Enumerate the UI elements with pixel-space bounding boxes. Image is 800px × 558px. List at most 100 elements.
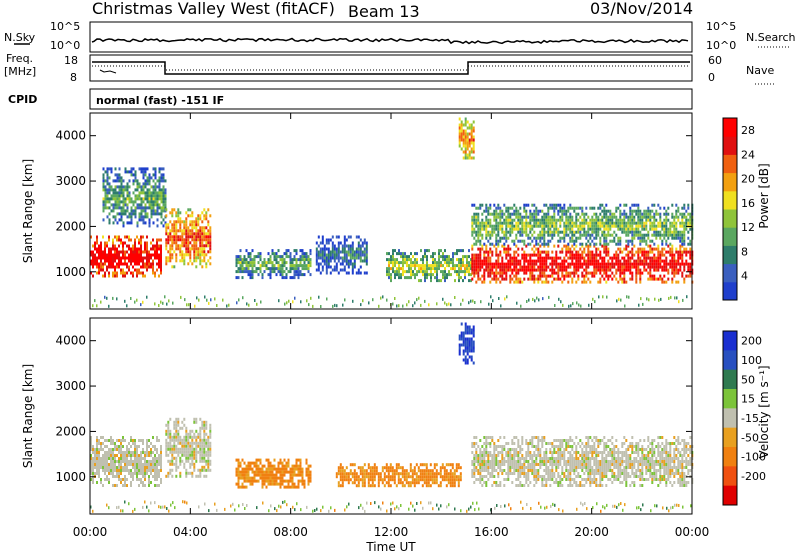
echo-cell-0: [134, 268, 136, 272]
echo-cell-1: [142, 176, 145, 180]
echo-cell-7: [647, 277, 650, 281]
echo-cell-0: [102, 253, 104, 257]
echo-cell-8: [557, 209, 560, 213]
echo-cell-8: [509, 215, 512, 219]
echo-cell-8: [573, 221, 576, 225]
echo-cell-2: [247, 467, 250, 471]
echo-cell-1: [142, 197, 145, 201]
echo-cell-2: [235, 473, 238, 477]
echo-cell-3: [343, 469, 346, 473]
echo-cell-7: [497, 265, 500, 269]
echo-cell-1: [132, 203, 135, 207]
echo-cell-0: [100, 463, 102, 466]
echo-cell-8: [661, 221, 664, 225]
echo-cell-1: [116, 185, 119, 189]
echo-cell-4: [335, 247, 338, 251]
echo-cell-7: [607, 268, 610, 272]
echo-cell-4: [323, 244, 326, 248]
echo-cell-5: [458, 270, 460, 274]
echo-cell-7: [553, 271, 556, 275]
echo-cell-0: [144, 241, 146, 245]
echo-cell-7: [477, 274, 480, 278]
echo-cell-8: [677, 230, 680, 234]
echo-cell-3: [383, 475, 386, 479]
echo-cell-5: [432, 255, 434, 259]
echo-cell-2: [251, 470, 254, 474]
echo-cell-7: [577, 268, 580, 272]
echo-cell-7: [571, 253, 574, 257]
echo-cell-7: [623, 274, 626, 278]
echo-cell-0: [148, 451, 150, 454]
echo-cell-2: [249, 467, 252, 471]
ground-scatter-cell: [500, 304, 502, 308]
echo-cell-3: [237, 258, 240, 262]
echo-cell-5: [460, 258, 462, 262]
echo-cell-8: [481, 218, 484, 222]
echo-cell-0: [154, 247, 156, 251]
echo-cell-1: [199, 432, 202, 436]
echo-cell-8: [633, 203, 636, 207]
echo-cell-2: [167, 241, 170, 245]
echo-cell-2: [307, 470, 310, 474]
echo-cell-8: [553, 206, 556, 210]
echo-cell-0: [156, 268, 158, 272]
echo-cell-0: [122, 247, 124, 251]
echo-cell-2: [193, 220, 196, 224]
echo-cell-1: [164, 221, 167, 225]
echo-cell-6: [472, 150, 475, 154]
echo-cell-3: [281, 255, 284, 259]
echo-cell-2: [187, 244, 190, 248]
echo-cell-5: [456, 249, 458, 253]
echo-cell-1: [140, 200, 143, 204]
echo-cell-8: [653, 215, 656, 219]
echo-cell-1: [148, 200, 151, 204]
echo-cell-7: [631, 253, 634, 257]
echo-cell-7: [675, 250, 678, 254]
echo-cell-5: [422, 261, 424, 265]
echo-cell-0: [146, 439, 148, 442]
echo-cell-4: [319, 256, 322, 260]
echo-cell-8: [683, 236, 686, 240]
echo-cell-2: [199, 226, 202, 230]
echo-cell-8: [543, 212, 546, 216]
echo-cell-7: [647, 244, 650, 248]
echo-cell-3: [301, 255, 304, 259]
echo-cell-8: [689, 227, 692, 231]
echo-cell-1: [183, 435, 186, 439]
echo-cell-1: [175, 459, 178, 463]
echo-cell-1: [195, 417, 198, 421]
echo-cell-1: [136, 188, 139, 192]
echo-cell-0: [160, 262, 162, 266]
echo-cell-2: [247, 470, 250, 474]
echo-cell-8: [481, 224, 484, 228]
echo-cell-2: [189, 235, 192, 239]
echo-cell-2: [189, 208, 192, 212]
echo-cell-8: [481, 212, 484, 216]
freq-tick-top: 18: [64, 54, 78, 67]
echo-cell-8: [531, 215, 534, 219]
echo-cell-7: [485, 250, 488, 254]
echo-cell-7: [629, 262, 632, 266]
echo-cell-1: [167, 423, 170, 427]
echo-cell-5: [430, 267, 432, 271]
echo-cell-8: [523, 239, 526, 243]
echo-cell-2: [263, 470, 266, 474]
echo-cell-0: [96, 241, 98, 245]
echo-cell-8: [569, 218, 572, 222]
echo-cell-3: [241, 270, 244, 274]
echo-cell-1: [134, 209, 137, 213]
echo-cell-1: [150, 176, 153, 180]
echo-cell-7: [523, 271, 526, 275]
echo-cell-0: [152, 238, 154, 242]
ground-scatter-cell: [616, 299, 618, 303]
echo-cell-3: [245, 261, 248, 265]
echo-cell-2: [199, 214, 202, 218]
echo-cell-2: [187, 262, 190, 266]
echo-cell-0: [130, 454, 132, 457]
echo-cell-5: [440, 270, 442, 274]
echo-cell-1: [165, 441, 168, 445]
echo-cell-7: [545, 280, 548, 284]
echo-cell-5: [408, 276, 410, 280]
echo-cell-7: [513, 265, 516, 269]
echo-cell-1: [165, 450, 168, 454]
